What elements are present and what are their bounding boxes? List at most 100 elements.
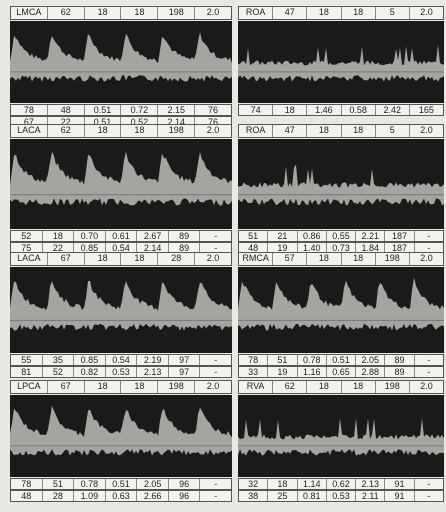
value-cell: 1.16 bbox=[298, 367, 327, 377]
measurement-row: 48281.090.632.6696- bbox=[10, 490, 232, 502]
value-cell: ROA bbox=[239, 125, 273, 137]
value-cell: 1.46 bbox=[307, 105, 341, 115]
value-cell: 97 bbox=[169, 367, 201, 377]
value-cell: 21 bbox=[268, 231, 297, 241]
value-cell: 2.05 bbox=[356, 355, 385, 365]
value-cell: 35 bbox=[43, 355, 75, 365]
value-cell: 0.78 bbox=[298, 355, 327, 365]
value-cell: 57 bbox=[273, 253, 307, 265]
value-cell: 2.67 bbox=[137, 231, 169, 241]
value-cell: - bbox=[200, 491, 231, 501]
doppler-waveform bbox=[10, 267, 232, 353]
value-cell: 28 bbox=[43, 491, 75, 501]
value-cell: 2.0 bbox=[410, 381, 443, 393]
value-cell: - bbox=[200, 479, 231, 489]
value-cell: LMCA bbox=[11, 7, 48, 19]
value-cell: 198 bbox=[158, 125, 195, 137]
value-cell: 74 bbox=[239, 105, 273, 115]
doppler-waveform bbox=[238, 395, 444, 477]
value-cell: - bbox=[415, 367, 443, 377]
value-cell: 0.82 bbox=[74, 367, 106, 377]
value-cell: 2.0 bbox=[195, 125, 231, 137]
value-cell: - bbox=[415, 355, 443, 365]
doppler-waveform bbox=[238, 139, 444, 229]
value-cell: 32 bbox=[239, 479, 268, 489]
value-cell: LACA bbox=[11, 253, 48, 265]
value-cell: 1.14 bbox=[298, 479, 327, 489]
value-cell: 78 bbox=[239, 355, 268, 365]
value-cell: 2.13 bbox=[137, 367, 169, 377]
value-cell: 18 bbox=[307, 7, 341, 19]
value-cell: 0.51 bbox=[106, 479, 138, 489]
value-cell: 0.53 bbox=[327, 491, 356, 501]
value-cell: 2.21 bbox=[356, 231, 385, 241]
value-cell: 62 bbox=[273, 381, 307, 393]
value-cell: 96 bbox=[169, 491, 201, 501]
value-cell: 0.78 bbox=[74, 479, 106, 489]
value-cell: 0.63 bbox=[106, 491, 138, 501]
value-cell: 0.53 bbox=[106, 367, 138, 377]
value-cell: 67 bbox=[48, 381, 85, 393]
value-cell: 0.58 bbox=[342, 105, 376, 115]
value-cell: 81 bbox=[11, 367, 43, 377]
value-cell: 18 bbox=[268, 479, 297, 489]
value-cell: 18 bbox=[43, 231, 75, 241]
value-cell: 62 bbox=[48, 125, 85, 137]
measurement-row: 81520.820.532.1397- bbox=[10, 366, 232, 378]
value-cell: 0.61 bbox=[106, 231, 138, 241]
value-cell: 0.86 bbox=[298, 231, 327, 241]
value-cell: - bbox=[200, 355, 231, 365]
value-cell: 0.85 bbox=[74, 355, 106, 365]
value-cell: 18 bbox=[342, 253, 376, 265]
value-cell: 198 bbox=[376, 381, 410, 393]
value-cell: RVA bbox=[239, 381, 273, 393]
value-cell: 18 bbox=[342, 381, 376, 393]
value-cell: 2.0 bbox=[195, 381, 231, 393]
value-cell: 96 bbox=[169, 479, 201, 489]
value-cell: 2.0 bbox=[410, 7, 443, 19]
value-cell: 25 bbox=[268, 491, 297, 501]
value-cell: 198 bbox=[376, 253, 410, 265]
value-cell: 2.88 bbox=[356, 367, 385, 377]
value-cell: 33 bbox=[239, 367, 268, 377]
value-cell: 47 bbox=[273, 125, 307, 137]
value-cell: 198 bbox=[158, 7, 195, 19]
value-cell: - bbox=[415, 231, 443, 241]
value-cell: 51 bbox=[43, 479, 75, 489]
value-cell: 48 bbox=[11, 491, 43, 501]
value-cell: RMCA bbox=[239, 253, 273, 265]
value-cell: 18 bbox=[342, 125, 376, 137]
value-cell: 78 bbox=[11, 105, 48, 115]
value-cell: 18 bbox=[121, 253, 158, 265]
value-cell: - bbox=[200, 231, 231, 241]
value-cell: 0.70 bbox=[74, 231, 106, 241]
value-cell: 52 bbox=[11, 231, 43, 241]
value-cell: 0.81 bbox=[298, 491, 327, 501]
value-cell: 91 bbox=[385, 491, 414, 501]
value-cell: 78 bbox=[11, 479, 43, 489]
value-cell: 2.05 bbox=[137, 479, 169, 489]
value-cell: 51 bbox=[239, 231, 268, 241]
value-cell: 2.19 bbox=[137, 355, 169, 365]
doppler-waveform bbox=[238, 267, 444, 353]
value-cell: 89 bbox=[385, 355, 414, 365]
value-cell: 91 bbox=[385, 479, 414, 489]
value-cell: 52 bbox=[43, 367, 75, 377]
value-cell: 0.54 bbox=[106, 355, 138, 365]
value-cell: - bbox=[415, 491, 443, 501]
panel-header: ROA47181852.0 bbox=[238, 124, 444, 138]
value-cell: 89 bbox=[385, 367, 414, 377]
value-cell: 47 bbox=[273, 7, 307, 19]
